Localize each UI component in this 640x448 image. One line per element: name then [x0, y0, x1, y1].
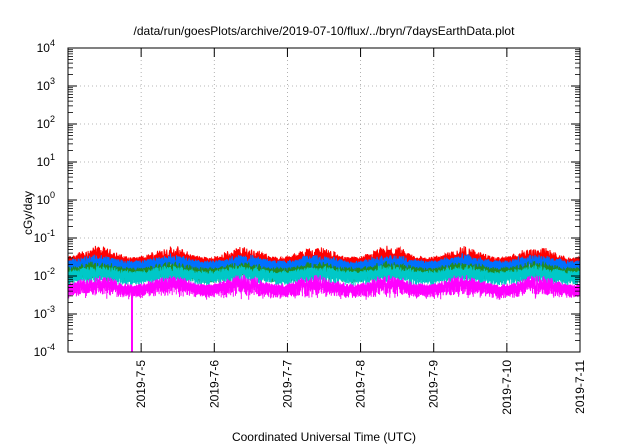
y-tick-exponent: 3 — [50, 76, 55, 86]
y-tick-base: 10 — [34, 307, 48, 321]
y-tick-label: 100 — [37, 190, 55, 207]
series-line — [67, 274, 581, 300]
y-tick-label: 10-4 — [34, 342, 55, 359]
y-tick-label: 10-1 — [34, 228, 55, 245]
y-tick-base: 10 — [34, 269, 48, 283]
x-axis-label: Coordinated Universal Time (UTC) — [232, 430, 416, 444]
series-layer — [67, 245, 581, 352]
y-tick-exponent: 2 — [50, 114, 55, 124]
y-tick-label: 101 — [37, 152, 55, 169]
x-tick-label: 2019-7-8 — [354, 360, 368, 408]
y-tick-exponent: 4 — [50, 38, 55, 48]
y-tick-base: 10 — [34, 345, 48, 359]
y-tick-exponent: -3 — [47, 304, 55, 314]
x-tick-labels: 2019-7-5 2019-7-6 2019-7-7 2019-7-8 2019-7-9… — [134, 360, 587, 415]
y-tick-exponent: -2 — [47, 266, 55, 276]
x-tick-label: 2019-7-6 — [207, 360, 221, 408]
series-line — [67, 263, 581, 287]
y-tick-label: 102 — [37, 114, 55, 131]
x-tick-label: 2019-7-9 — [427, 360, 441, 408]
y-tick-base: 10 — [37, 193, 51, 207]
y-tick-exponent: 0 — [50, 190, 55, 200]
x-tick-label: 2019-7-11 — [573, 360, 587, 414]
y-tick-label: 10-3 — [34, 304, 55, 321]
y-tick-base: 10 — [37, 117, 51, 131]
y-tick-base: 10 — [34, 231, 48, 245]
y-axis-label: cGy/day — [21, 191, 35, 235]
x-tick-label: 2019-7-10 — [500, 360, 514, 415]
x-tick-label: 2019-7-5 — [134, 360, 148, 408]
y-tick-exponent: -1 — [47, 228, 55, 238]
y-tick-base: 10 — [37, 41, 51, 55]
chart-title: /data/run/goesPlots/archive/2019-07-10/f… — [134, 24, 516, 38]
y-tick-base: 10 — [37, 155, 51, 169]
y-tick-exponent: 1 — [50, 152, 55, 162]
y-tick-label: 103 — [37, 76, 55, 93]
x-tick-label: 2019-7-7 — [280, 360, 294, 408]
y-tick-base: 10 — [37, 79, 51, 93]
y-tick-label: 104 — [37, 38, 55, 55]
y-tick-label: 10-2 — [34, 266, 55, 283]
y-tick-exponent: -4 — [47, 342, 55, 352]
axis-ticks — [68, 47, 581, 353]
